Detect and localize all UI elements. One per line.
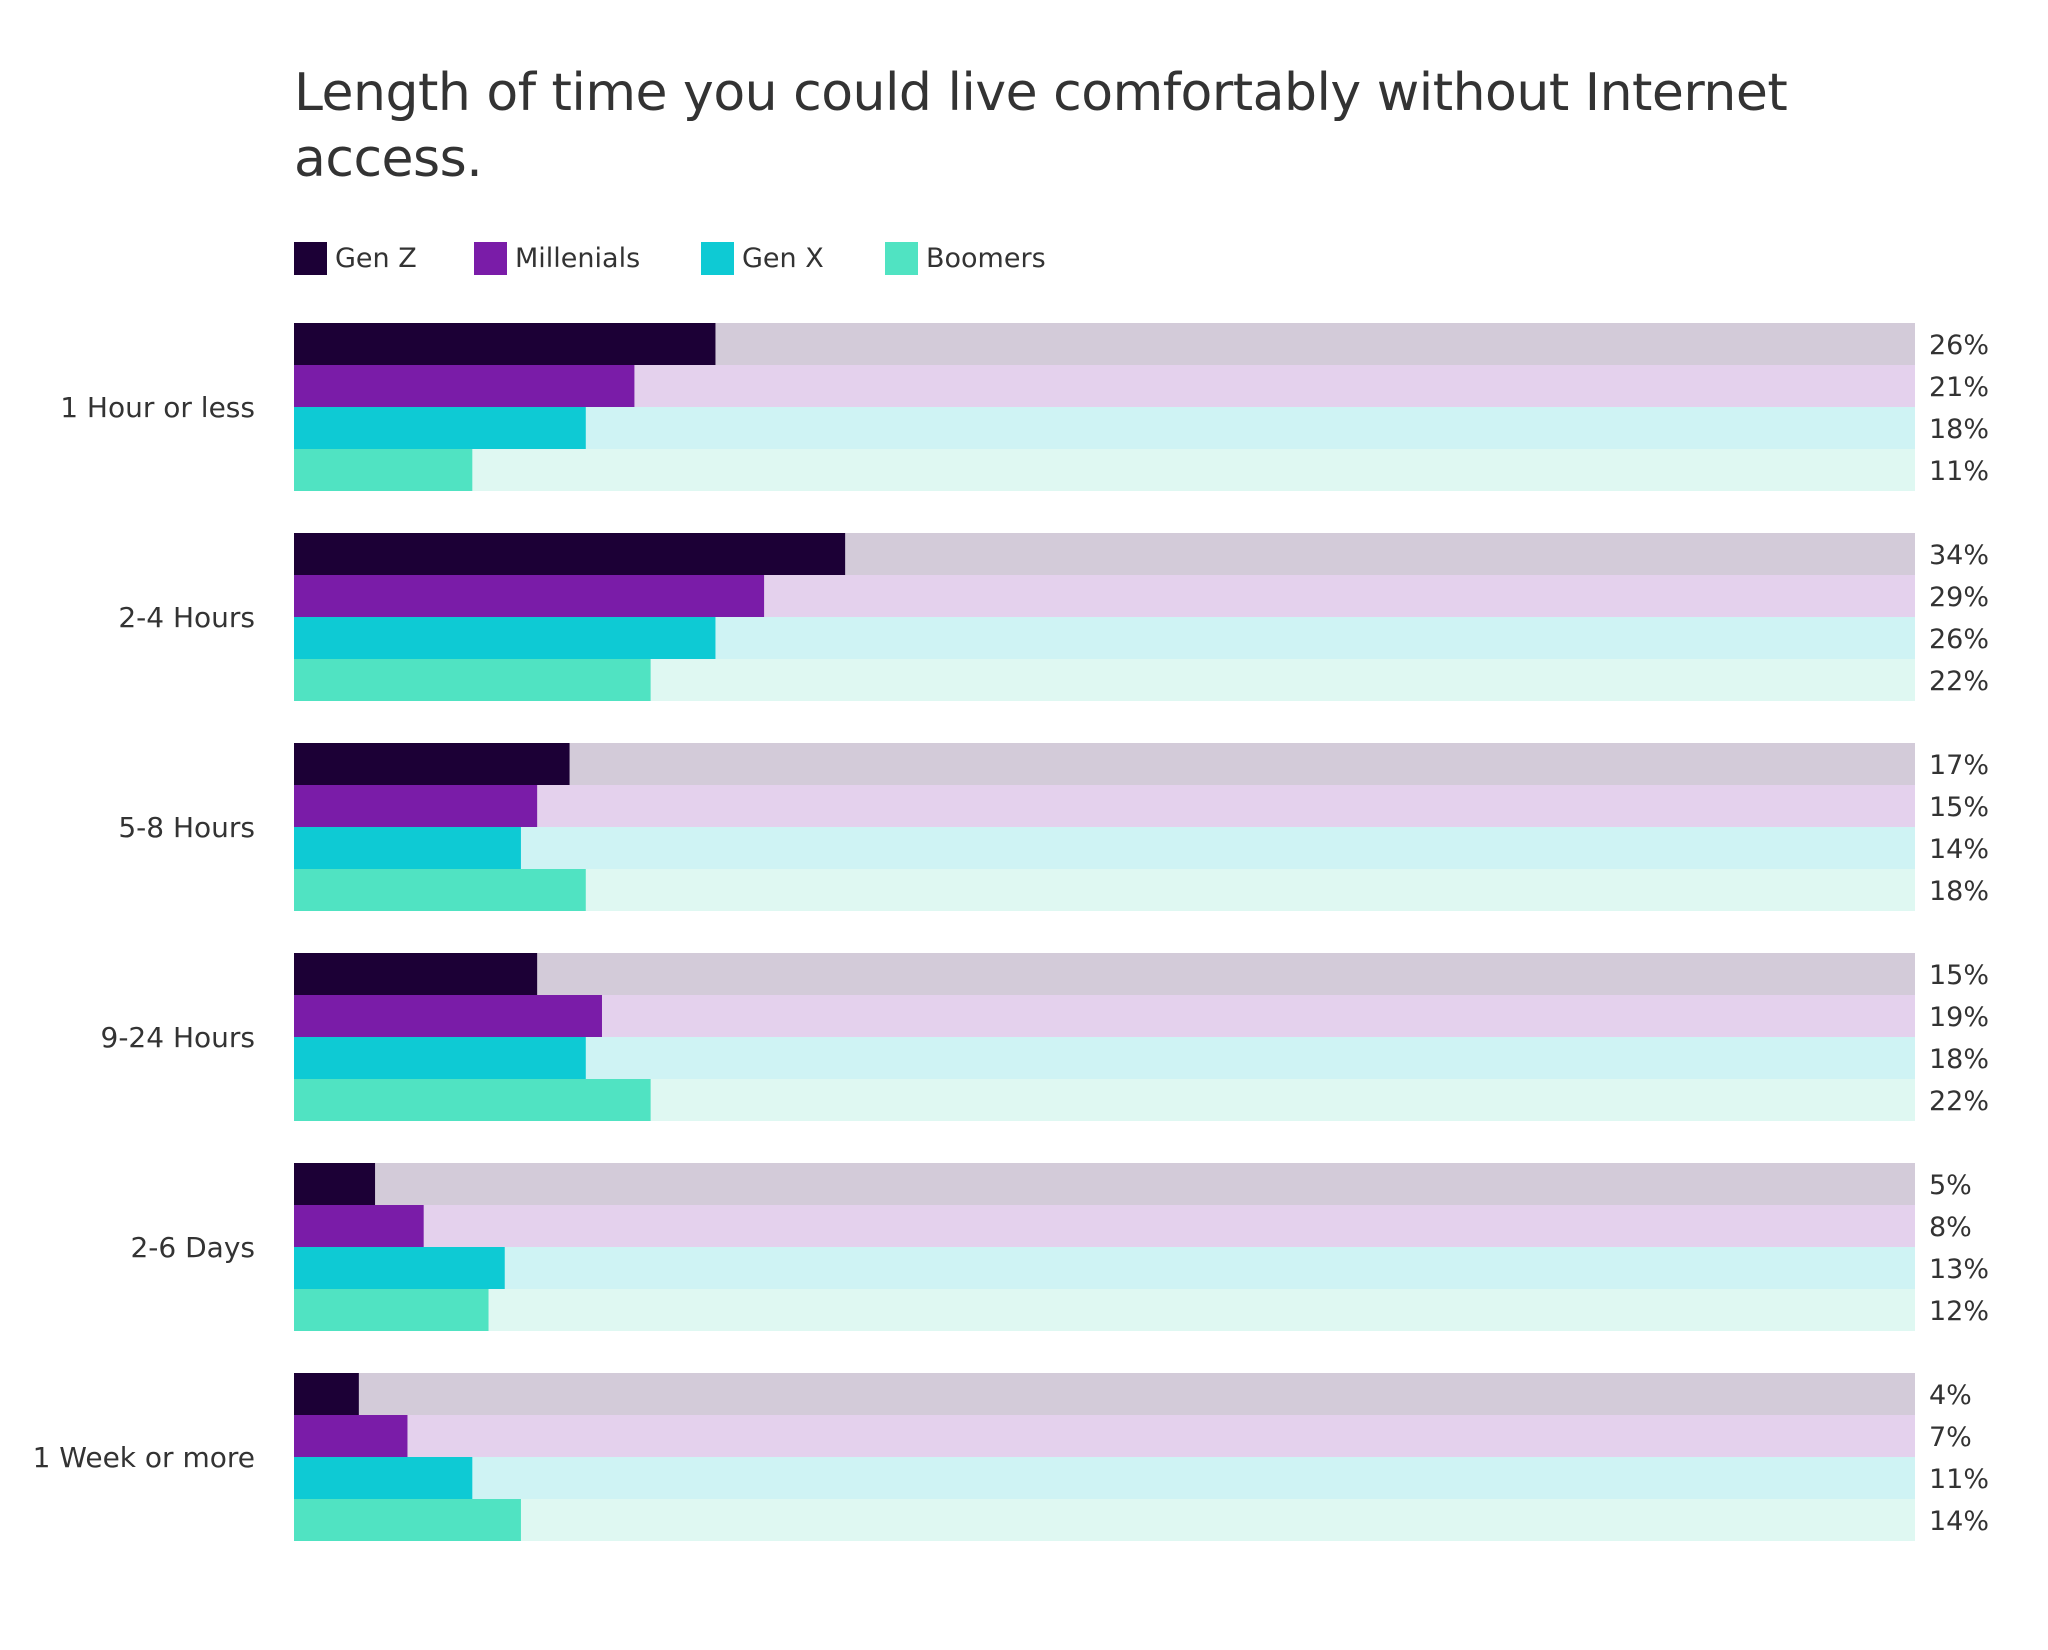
bar-track (294, 1415, 1915, 1457)
data-label: 15% (1929, 960, 1989, 991)
data-label: 13% (1929, 1254, 1989, 1285)
data-label: 21% (1929, 372, 1989, 403)
bar-track (294, 953, 1915, 995)
bar-track (294, 1373, 1915, 1415)
bar-track (294, 1499, 1915, 1541)
bar-track (294, 1289, 1915, 1331)
data-label: 26% (1929, 330, 1989, 361)
bar (294, 1415, 408, 1457)
data-label: 26% (1929, 624, 1989, 655)
data-label: 5% (1929, 1170, 1972, 1201)
bar (294, 1499, 521, 1541)
data-label: 4% (1929, 1380, 1972, 1411)
bar-track (294, 827, 1915, 869)
category-label: 2-4 Hours (118, 601, 255, 634)
bar (294, 1289, 489, 1331)
bar-track (294, 785, 1915, 827)
bar (294, 743, 570, 785)
bar (294, 533, 846, 575)
legend-swatch (701, 242, 734, 275)
bar-track (294, 1457, 1915, 1499)
category-label: 5-8 Hours (118, 811, 255, 844)
bar (294, 365, 635, 407)
bar-track (294, 1205, 1915, 1247)
legend-label: Gen X (742, 243, 824, 274)
data-label: 14% (1929, 1506, 1989, 1537)
bar (294, 575, 765, 617)
bar (294, 1037, 586, 1079)
data-label: 15% (1929, 792, 1989, 823)
bar (294, 617, 716, 659)
category-label: 2-6 Days (130, 1231, 255, 1264)
legend-item: Gen X (701, 242, 824, 275)
bar (294, 785, 538, 827)
category-label: 9-24 Hours (101, 1021, 255, 1054)
legend-swatch (474, 242, 507, 275)
bar (294, 827, 521, 869)
data-label: 22% (1929, 666, 1989, 697)
bar (294, 1163, 376, 1205)
bar (294, 1247, 505, 1289)
data-label: 11% (1929, 1464, 1989, 1495)
legend-item: Gen Z (294, 242, 417, 275)
chart-title: Length of time you could live comfortabl… (294, 63, 1788, 189)
bar-track (294, 1247, 1915, 1289)
data-label: 18% (1929, 1044, 1989, 1075)
legend-swatch (294, 242, 327, 275)
bar-track (294, 1163, 1915, 1205)
data-label: 7% (1929, 1422, 1972, 1453)
data-label: 8% (1929, 1212, 1972, 1243)
data-label: 12% (1929, 1296, 1989, 1327)
bar (294, 1205, 424, 1247)
bar (294, 1373, 359, 1415)
bar (294, 323, 716, 365)
bar (294, 1457, 473, 1499)
legend-item: Millenials (474, 242, 640, 275)
bar (294, 995, 602, 1037)
data-label: 19% (1929, 1002, 1989, 1033)
bar (294, 659, 651, 701)
data-label: 17% (1929, 750, 1989, 781)
bar (294, 449, 473, 491)
bar (294, 869, 586, 911)
data-label: 34% (1929, 540, 1989, 571)
bar (294, 953, 538, 995)
data-label: 18% (1929, 414, 1989, 445)
legend-item: Boomers (885, 242, 1046, 275)
data-label: 22% (1929, 1086, 1989, 1117)
bar (294, 407, 586, 449)
legend-label: Millenials (515, 243, 641, 274)
legend-label: Boomers (926, 243, 1046, 274)
legend-swatch (885, 242, 918, 275)
bar-track (294, 449, 1915, 491)
data-label: 18% (1929, 876, 1989, 907)
bar (294, 1079, 651, 1121)
category-label: 1 Hour or less (60, 391, 255, 424)
legend-label: Gen Z (335, 243, 417, 274)
data-label: 11% (1929, 456, 1989, 487)
data-label: 29% (1929, 582, 1989, 613)
category-label: 1 Week or more (33, 1441, 255, 1474)
data-label: 14% (1929, 834, 1989, 865)
